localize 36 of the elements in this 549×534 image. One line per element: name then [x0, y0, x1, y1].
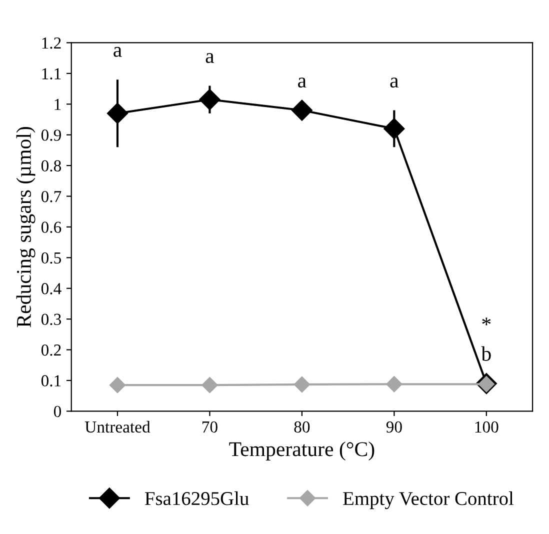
annotation: b — [481, 346, 491, 361]
y-tick-label: 0.6 — [41, 222, 62, 233]
point — [291, 100, 312, 121]
y-tick-label: 1.2 — [42, 37, 61, 49]
point — [202, 377, 218, 394]
annotation: a — [114, 46, 122, 57]
y-tick-label: 0.7 — [41, 190, 62, 202]
legend-label: Empty Vector Control — [343, 491, 514, 510]
point — [106, 102, 128, 124]
x-axis-title: Temperature (°C) — [229, 442, 374, 460]
point — [384, 118, 405, 140]
y-tick-label: 0 — [54, 406, 62, 418]
point — [109, 377, 126, 394]
y-axis-title: Reducing sugars (µmol) — [16, 126, 36, 328]
x-tick-label: 70 — [202, 421, 218, 433]
annotation: * — [482, 318, 491, 326]
y-tick-label: 0.9 — [41, 130, 61, 141]
y-tick-label: 1 — [54, 98, 61, 110]
y-tick-label: 0.5 — [41, 252, 61, 264]
y-tick-label: 0.3 — [41, 314, 61, 326]
point — [199, 89, 220, 110]
y-tick-label: 0.4 — [41, 283, 62, 294]
point — [294, 376, 310, 393]
y-tick-label: 0.8 — [41, 160, 62, 172]
x-tick-label: 100 — [475, 421, 498, 433]
annotation: a — [390, 78, 399, 88]
x-tick-label: 80 — [294, 421, 310, 433]
annotation: a — [206, 53, 214, 64]
x-tick-label: 90 — [386, 421, 402, 433]
annotation: a — [298, 78, 306, 88]
y-tick-label: 1.1 — [42, 68, 61, 80]
x-tick-label: Untreated — [84, 420, 150, 433]
y-tick-label: 0.1 — [41, 375, 61, 386]
point — [386, 376, 402, 392]
y-tick-label: 0.2 — [41, 344, 61, 356]
legend-label: Fsa16295Glu — [144, 491, 249, 506]
